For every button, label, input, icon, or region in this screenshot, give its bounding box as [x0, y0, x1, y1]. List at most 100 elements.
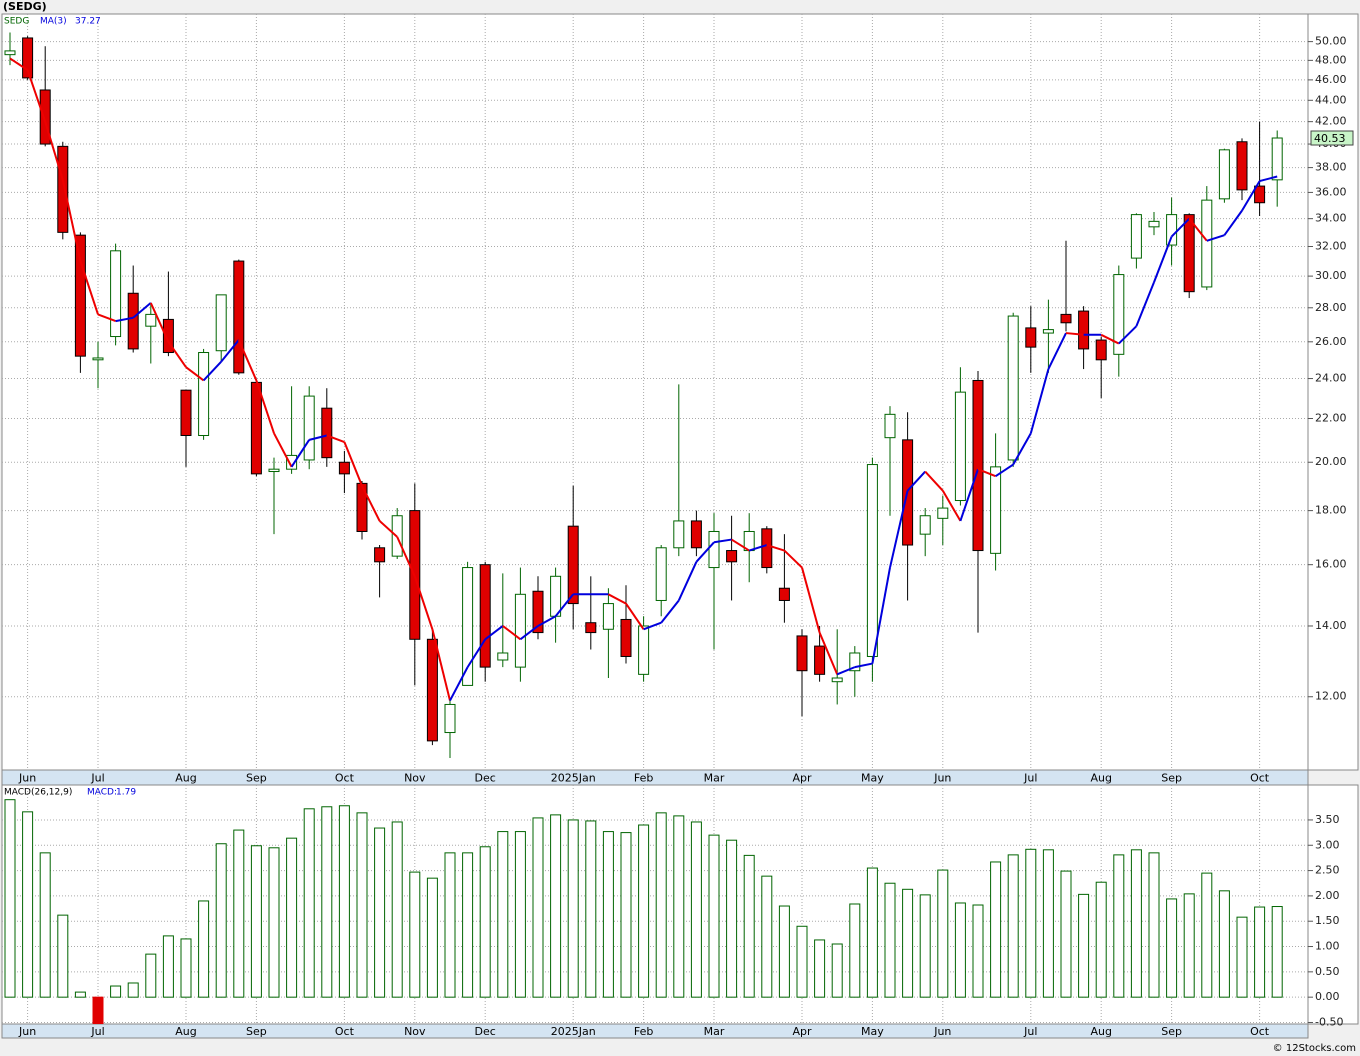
title: (SEDG) — [3, 0, 47, 13]
macd-bar — [866, 867, 878, 998]
macd-bar — [1060, 870, 1072, 998]
ma-line — [1188, 218, 1208, 242]
macd-bar — [57, 914, 69, 998]
y-tick-label: 2.50 — [1315, 864, 1340, 877]
axis-panel — [1307, 784, 1359, 1025]
candle-body — [620, 618, 632, 657]
ma-line — [1153, 236, 1173, 283]
x-tick-label: Feb — [634, 1025, 653, 1038]
y-tick-label: 26.00 — [1315, 335, 1347, 348]
y-tick-label: 32.00 — [1315, 239, 1347, 252]
ma-line — [537, 615, 557, 627]
candle-body — [673, 520, 685, 549]
ma-line — [308, 434, 328, 441]
candle-body — [550, 575, 562, 617]
ma-line — [1047, 332, 1067, 370]
x-tick-label: Nov — [404, 1025, 426, 1038]
ma-line — [941, 490, 962, 522]
ma-line — [484, 625, 504, 641]
candle-body — [919, 515, 931, 535]
macd-bar — [1166, 898, 1178, 998]
x-tick-label: Jul — [1023, 1025, 1037, 1038]
ma-line — [502, 625, 522, 641]
y-tick-label: 3.50 — [1315, 813, 1340, 826]
macd-bar — [1183, 893, 1195, 998]
candle-body — [655, 547, 667, 601]
y-tick-label: 3.00 — [1315, 838, 1340, 851]
ma-line — [748, 544, 768, 552]
candle-body — [690, 520, 702, 549]
macd-bar — [1254, 906, 1266, 998]
macd-bar — [708, 834, 720, 998]
x-tick-label: Apr — [792, 1025, 812, 1038]
x-tick-label: Aug — [175, 1025, 196, 1038]
ma-line — [44, 121, 64, 181]
candle-body — [954, 391, 966, 502]
macd-bar — [550, 814, 562, 998]
price-tag-label: 40.53 — [1314, 132, 1346, 145]
ma-line — [677, 561, 698, 601]
y-tick-label: 1.50 — [1315, 914, 1340, 927]
candle-body — [1130, 214, 1142, 259]
x-tick-label: Oct — [1250, 772, 1270, 785]
x-tick-label: Nov — [404, 772, 426, 785]
price-tag — [1310, 130, 1354, 146]
x-tick-label: Sep — [246, 772, 267, 785]
plot-area — [1, 13, 1309, 771]
x-tick-label: Jun — [933, 772, 951, 785]
ma-line — [836, 666, 856, 676]
candle-body — [990, 466, 1002, 554]
macd-bar — [286, 837, 298, 998]
x-tick-label: Jun — [933, 1025, 951, 1038]
ma-line — [1259, 175, 1278, 183]
macd-bar — [145, 953, 157, 998]
x-tick-label: Jun — [18, 1025, 36, 1038]
candle-body — [286, 454, 298, 470]
x-tick-label: Jul — [90, 1025, 104, 1038]
candle-body — [1042, 329, 1054, 334]
macd-bar — [990, 861, 1002, 998]
candle-body — [567, 525, 579, 605]
candle-body — [708, 530, 720, 569]
candle-body — [92, 357, 104, 361]
candle-body — [1254, 185, 1266, 204]
ma-line — [61, 179, 82, 262]
ma-line — [1170, 217, 1190, 238]
y-tick-label: 38.00 — [1315, 161, 1347, 174]
candle-body — [796, 635, 808, 672]
ma-line — [1241, 180, 1261, 212]
ma-line — [9, 57, 29, 71]
y-tick-label: 16.00 — [1315, 558, 1347, 571]
ma-line — [783, 549, 803, 569]
ma-line — [149, 302, 170, 343]
x-tick-label: 2025Jan — [551, 1025, 596, 1038]
candle-body — [849, 652, 861, 672]
x-tick-label: Sep — [1161, 772, 1182, 785]
y-tick-label: 0.50 — [1315, 965, 1340, 978]
candle-body — [761, 528, 773, 569]
macd-bar — [1271, 906, 1283, 998]
ma-line — [766, 544, 785, 552]
legend-ma: MA(3) — [40, 17, 67, 27]
ma-line — [554, 593, 574, 617]
x-tick-label: Jul — [1023, 772, 1037, 785]
macd-bar — [250, 845, 262, 998]
macd-bar — [426, 877, 438, 998]
macd-bar — [110, 985, 122, 998]
ma-line — [220, 339, 240, 363]
candle-body — [1025, 327, 1037, 348]
candle-body — [426, 638, 438, 742]
y-tick-label: 36.00 — [1315, 185, 1347, 198]
macd-bar — [778, 905, 790, 998]
ma-line — [1012, 432, 1032, 466]
candle-body — [1007, 315, 1019, 461]
x-tick-label: Oct — [1250, 1025, 1270, 1038]
ma-line — [185, 366, 205, 382]
macd-bar — [884, 882, 896, 998]
candle-body — [74, 234, 86, 357]
legend-label: MACD: — [87, 788, 117, 798]
y-tick-label: 46.00 — [1315, 73, 1347, 86]
candle-body — [1271, 137, 1283, 181]
x-tick-label: Aug — [1090, 772, 1111, 785]
